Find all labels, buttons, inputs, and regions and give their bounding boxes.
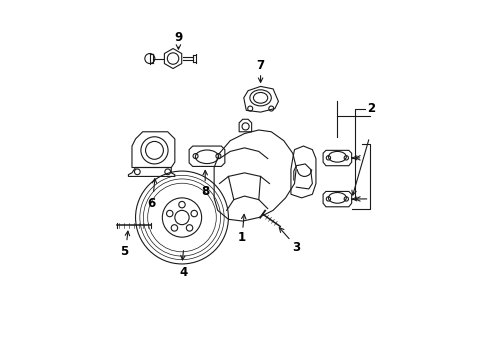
Text: 5: 5 xyxy=(120,245,128,258)
Text: 4: 4 xyxy=(179,266,187,279)
Text: 3: 3 xyxy=(292,241,300,255)
Text: 6: 6 xyxy=(146,197,155,210)
Text: 9: 9 xyxy=(174,31,182,44)
Text: 1: 1 xyxy=(238,231,245,244)
Text: 7: 7 xyxy=(256,59,264,72)
Text: 2: 2 xyxy=(366,102,375,115)
Text: 8: 8 xyxy=(201,185,209,198)
